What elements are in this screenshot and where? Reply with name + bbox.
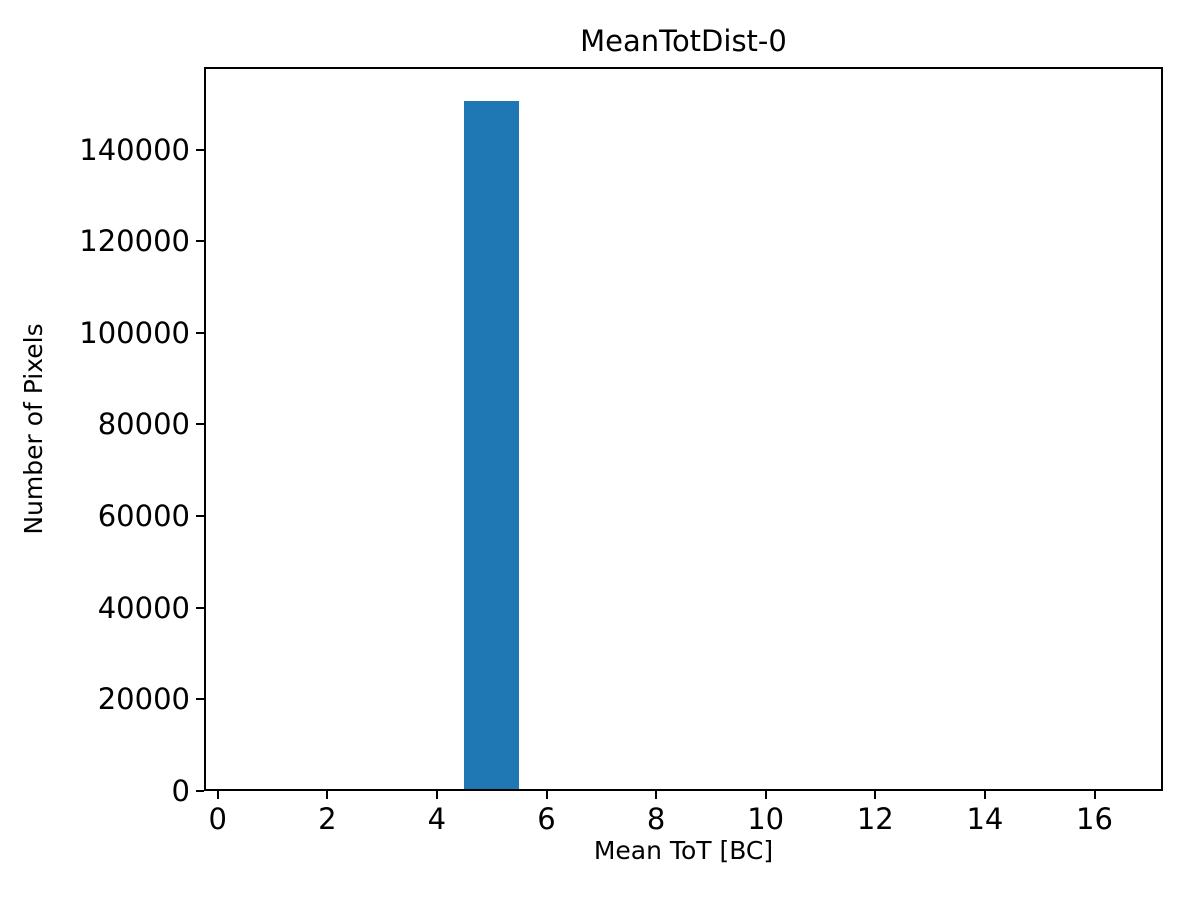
y-tick-mark <box>196 790 204 792</box>
y-tick-label: 140000 <box>79 132 190 167</box>
y-tick-mark <box>196 606 204 609</box>
x-tick-label: 10 <box>747 802 785 836</box>
x-tick-mark <box>326 791 329 799</box>
x-tick-label: 8 <box>646 802 666 836</box>
y-tick-label: 40000 <box>97 590 190 625</box>
y-tick-mark <box>196 423 204 426</box>
x-tick-mark <box>435 791 438 799</box>
x-tick-mark <box>983 791 986 799</box>
chart-title: MeanTotDist-0 <box>580 24 787 58</box>
y-tick-mark <box>196 240 204 243</box>
x-tick-mark <box>874 791 877 799</box>
x-tick-mark <box>655 791 658 799</box>
x-tick-label: 14 <box>966 802 1004 836</box>
x-tick-mark <box>216 791 219 799</box>
x-tick-label: 16 <box>1076 802 1113 836</box>
x-axis-label: Mean ToT [BC] <box>593 836 774 865</box>
x-tick-label: 12 <box>856 802 894 836</box>
y-tick-mark <box>196 331 204 334</box>
y-tick-label: 100000 <box>79 315 190 350</box>
x-tick-mark <box>1093 791 1096 799</box>
y-tick-mark <box>196 698 204 701</box>
x-tick-label: 0 <box>208 802 227 836</box>
y-tick-mark <box>196 148 204 151</box>
histogram-bar <box>464 101 520 789</box>
x-tick-label: 4 <box>427 802 447 836</box>
y-tick-label: 80000 <box>97 407 190 442</box>
y-axis-label: Number of Pixels <box>19 323 48 535</box>
y-tick-label: 0 <box>171 774 190 808</box>
y-tick-label: 20000 <box>97 682 190 717</box>
y-tick-label: 60000 <box>97 499 190 534</box>
x-tick-mark <box>545 791 548 799</box>
plot-area <box>204 67 1163 791</box>
y-tick-label: 120000 <box>79 224 190 259</box>
x-tick-label: 6 <box>537 802 556 836</box>
x-tick-mark <box>764 791 767 799</box>
y-tick-mark <box>196 515 204 518</box>
x-tick-label: 2 <box>318 802 337 836</box>
